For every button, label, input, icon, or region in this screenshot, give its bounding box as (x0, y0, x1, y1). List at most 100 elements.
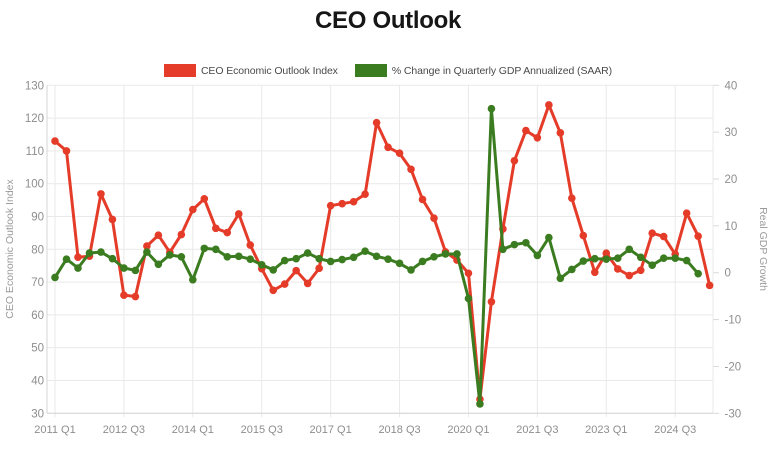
left-tick-label: 90 (31, 212, 44, 224)
ceo-index-line (53, 103, 712, 401)
left-tick-label: 30 (31, 408, 44, 420)
gdp-point (682, 256, 691, 265)
gdp-point (223, 252, 232, 261)
left-tick-label: 50 (31, 343, 44, 355)
right-tick-label: -30 (725, 408, 742, 420)
gdp-point (108, 254, 117, 263)
gdp-point (326, 257, 335, 266)
gdp-point (280, 256, 289, 265)
gdp-point (510, 240, 519, 249)
ceo-index-point (613, 265, 622, 273)
left-tick-label: 130 (25, 80, 44, 92)
ceo-index-point (62, 147, 71, 155)
gdp-point (269, 266, 278, 274)
gdp-point (395, 259, 404, 268)
gdp-point (166, 251, 174, 259)
x-tick-label: 2024 Q3 (654, 424, 696, 436)
ceo-index-point (326, 201, 335, 210)
x-tick-label: 2023 Q1 (585, 424, 627, 436)
ceo-index-point (234, 210, 243, 218)
gdp-point (453, 250, 461, 258)
legend-item-gdp[interactable]: % Change in Quarterly GDP Annualized (SA… (354, 64, 612, 77)
ceo-index-point (418, 195, 427, 204)
ceo-index-point (407, 165, 415, 174)
ceo-index-point (177, 230, 186, 239)
ceo-index-point (694, 232, 702, 240)
right-tick-label: 40 (725, 80, 738, 92)
ceo-index-point (579, 231, 588, 240)
ceo-index-point (246, 241, 255, 249)
gdp-point (234, 252, 243, 261)
left-tick-label: 110 (26, 146, 44, 158)
gdp-point (361, 247, 369, 255)
ceo-index-point (522, 126, 530, 135)
gdp-point (97, 248, 105, 256)
gdp-point (441, 250, 450, 258)
gdp-point (545, 233, 553, 242)
ceo-index-point (349, 197, 358, 206)
left-tick-label: 120 (25, 113, 44, 125)
gdp-point (200, 244, 209, 253)
left-tick-label: 60 (31, 310, 44, 322)
ceo-index-point (384, 143, 392, 152)
gdp-point (384, 255, 392, 263)
ceo-index-point (648, 229, 657, 238)
gdp-point (694, 269, 702, 278)
gdp-point (476, 400, 484, 408)
gdp-point (659, 254, 668, 263)
x-tick-label: 2011 Q1 (34, 424, 75, 436)
ceo-index-point (269, 286, 278, 295)
gdp-point (74, 264, 82, 272)
gdp-point (189, 275, 197, 284)
gdp-point (613, 254, 622, 263)
right-tick-label: 0 (725, 268, 731, 280)
x-tick-label: 2018 Q3 (378, 424, 420, 436)
ceo-index-point (120, 291, 128, 300)
ceo-index-point (556, 129, 565, 137)
ceo-index-point (464, 269, 473, 278)
gdp-point (533, 251, 542, 260)
ceo-index-point (533, 133, 542, 142)
ceo-index-point (487, 297, 496, 306)
left-axis-title: CEO Economic Outlook Index (4, 179, 16, 319)
ceo-index-point (189, 205, 197, 214)
ceo-index-point (223, 228, 232, 237)
gdp-point (338, 255, 346, 264)
ceo-index-point (143, 242, 151, 250)
ceo-index-point (636, 266, 645, 275)
gdp-point (407, 266, 415, 274)
ceo-index-point (602, 249, 611, 258)
ceo-index-point (510, 156, 519, 165)
gdp-point (418, 257, 427, 266)
legend-label-ceo-index: CEO Economic Outlook Index (200, 64, 338, 77)
right-tick-label: -20 (725, 361, 742, 373)
ceo-index-point (303, 279, 312, 288)
gdp-point (430, 252, 438, 261)
gdp-point (292, 254, 300, 263)
x-tick-label: 2012 Q3 (103, 424, 145, 436)
ceo-index-point (154, 231, 163, 239)
right-tick-label: 20 (725, 174, 738, 186)
gdp-point (671, 254, 679, 263)
ceo-index-point (682, 209, 691, 218)
ceo-index-point (108, 215, 117, 224)
x-tick-label: 2020 Q1 (447, 424, 489, 436)
ceo-index-point (200, 194, 209, 203)
ceo-index-point (97, 190, 105, 198)
ceo-index-point (280, 280, 289, 288)
gdp-point (487, 104, 496, 113)
gdp-point (556, 274, 565, 283)
ceo-index-point (625, 271, 634, 280)
gdp-point (131, 266, 140, 275)
gdp-point (177, 252, 186, 261)
ceo-index-point (131, 292, 140, 301)
gdp-point (62, 255, 71, 263)
gdp-point (211, 245, 220, 254)
legend-item-ceo-index[interactable]: CEO Economic Outlook Index (163, 64, 338, 77)
ceo-index-point (705, 281, 714, 290)
x-tick-label: 2015 Q3 (241, 424, 283, 436)
legend: CEO Economic Outlook Index % Change in Q… (0, 64, 776, 77)
ceo-index-point (430, 214, 438, 222)
